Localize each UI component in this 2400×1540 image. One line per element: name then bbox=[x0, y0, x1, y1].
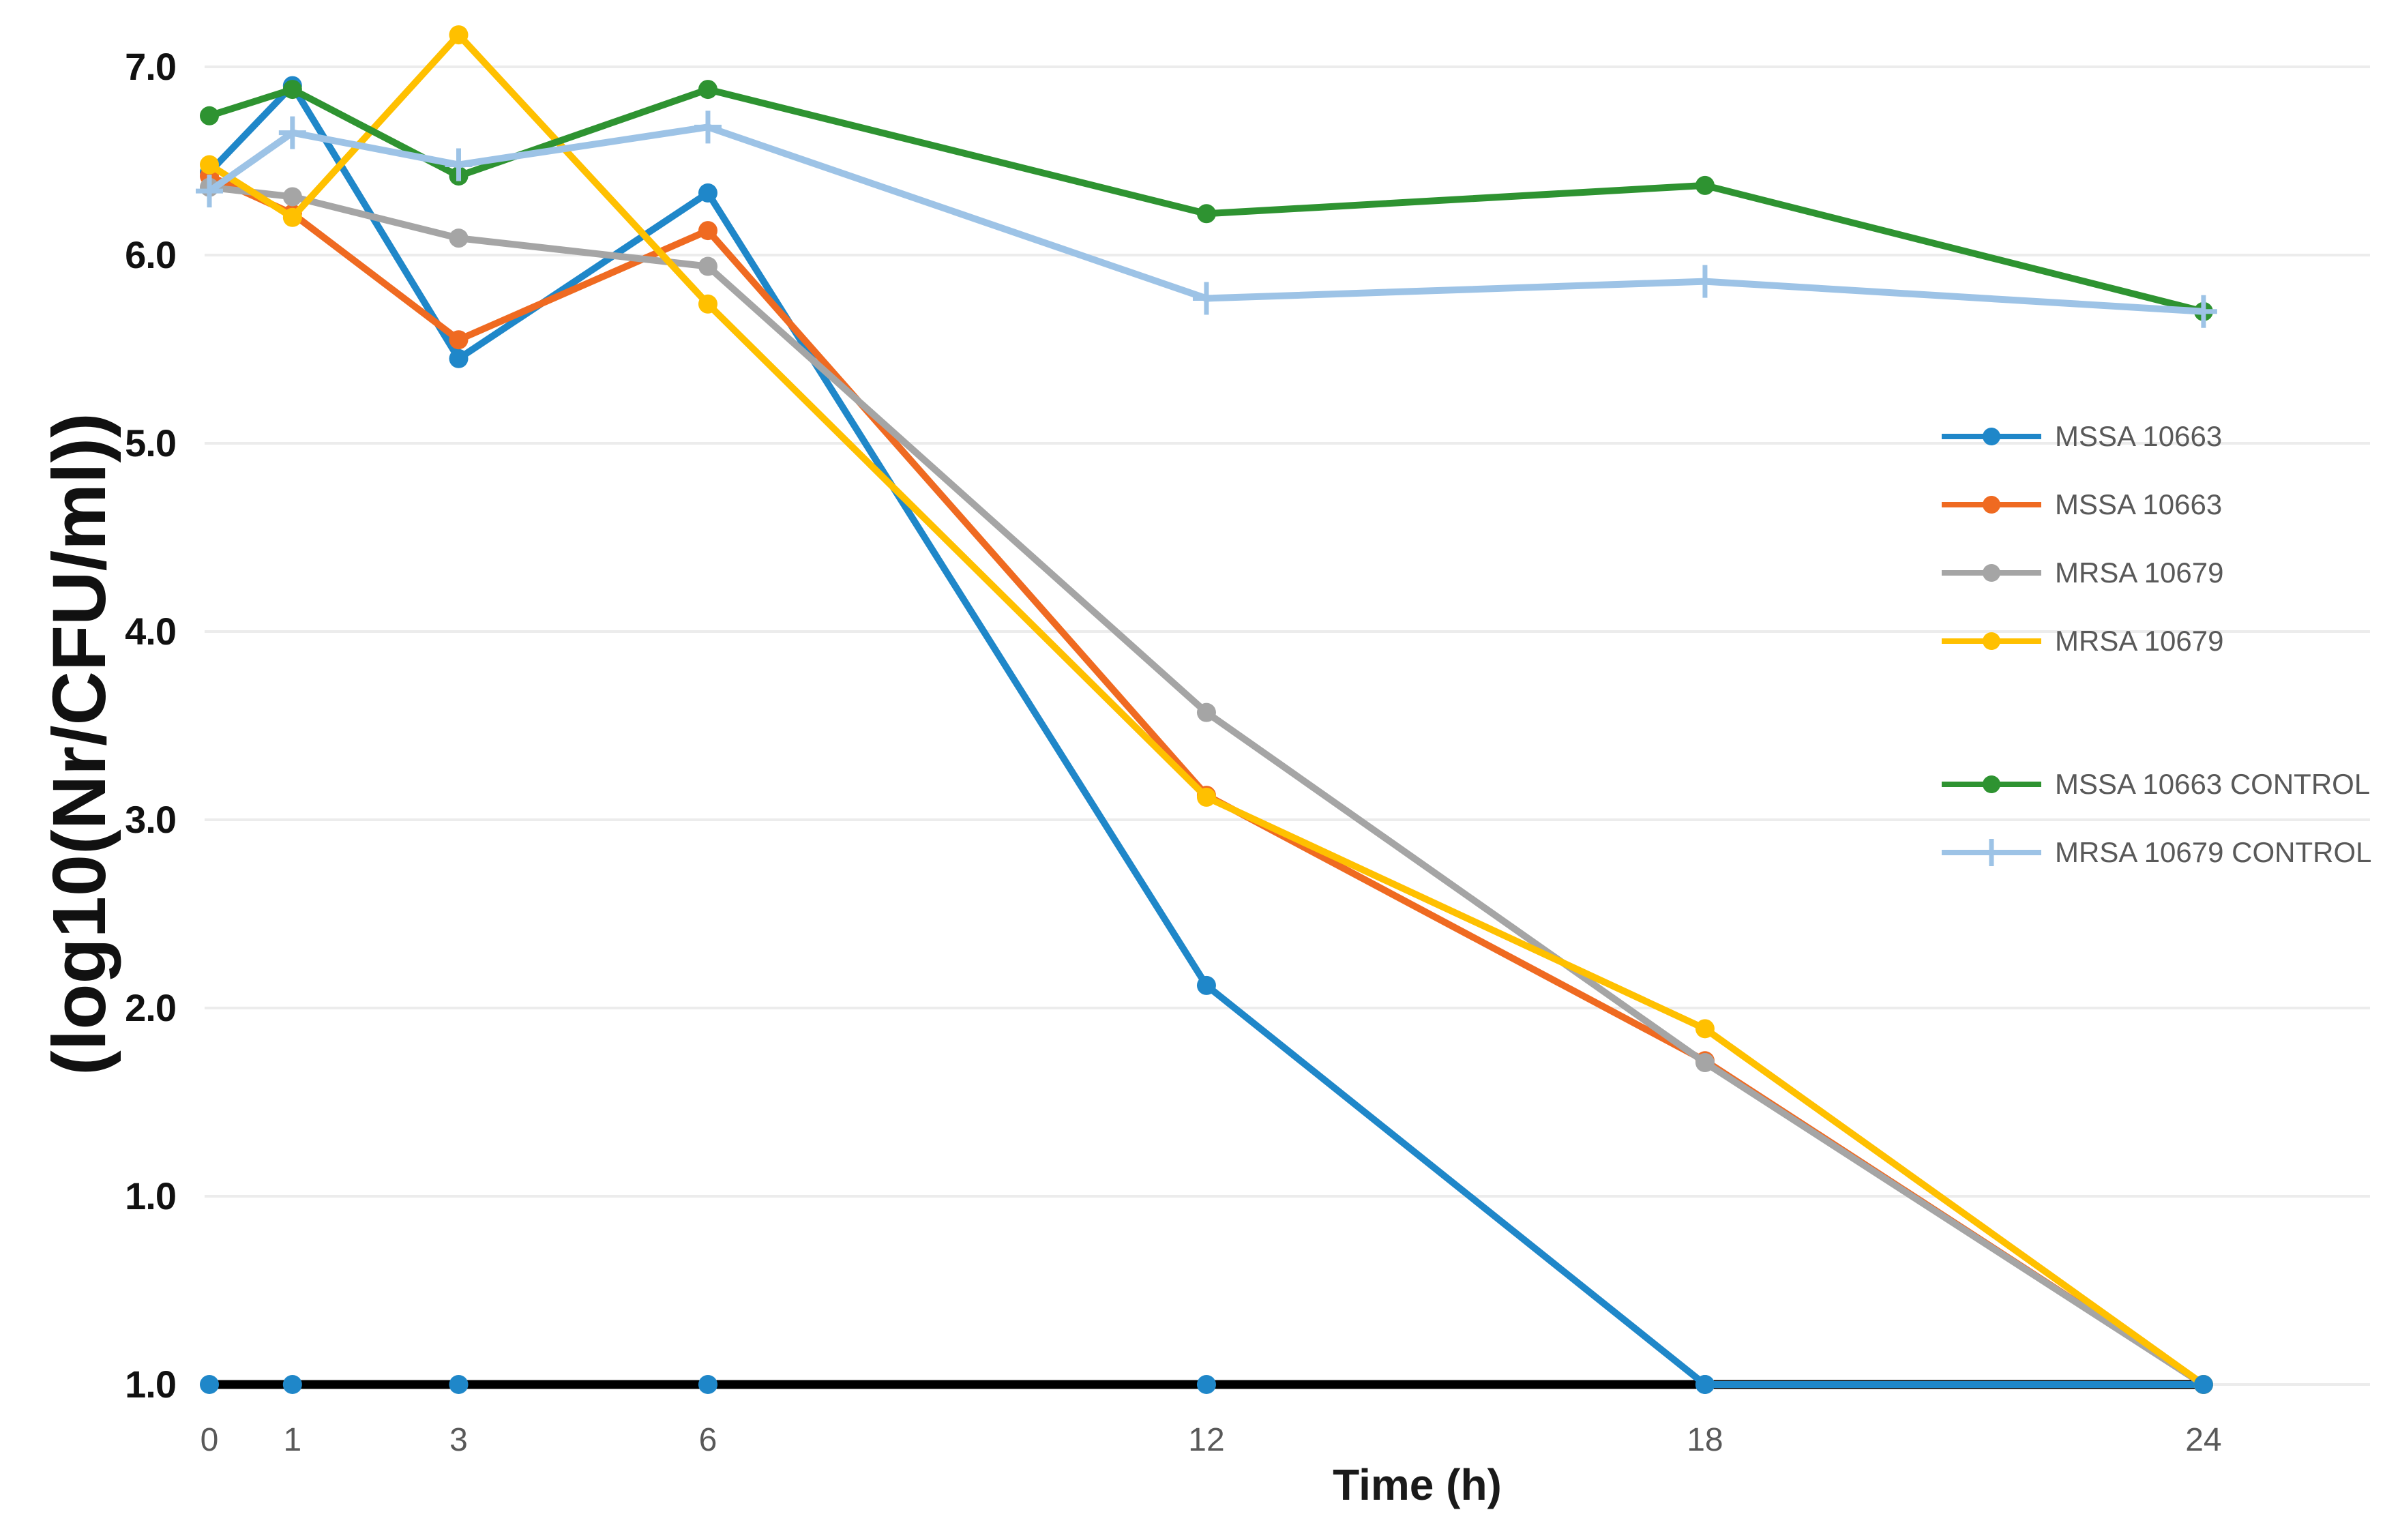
legend-line-marker-icon bbox=[1942, 564, 2041, 582]
data-point bbox=[698, 221, 717, 241]
detection-limit-point bbox=[449, 1375, 469, 1394]
x-tick-label: 18 bbox=[1687, 1422, 1723, 1458]
legend-item: MSSA 10663 CONTROL bbox=[1940, 764, 2370, 805]
data-point bbox=[200, 106, 219, 125]
legend-line-marker-icon bbox=[1942, 496, 2041, 514]
legend-line-marker-icon bbox=[1942, 775, 2041, 793]
series-line-1 bbox=[206, 173, 2207, 1388]
data-point bbox=[282, 187, 302, 207]
y-tick-label: 3.0 bbox=[125, 798, 177, 841]
data-point bbox=[698, 80, 717, 100]
y-tick-label-bottom: 1.0 bbox=[125, 1363, 177, 1406]
detection-limit-point bbox=[1196, 1375, 1216, 1394]
x-tick-label: 1 bbox=[283, 1422, 302, 1458]
y-tick-label: 1.0 bbox=[125, 1174, 177, 1217]
data-point bbox=[449, 349, 469, 368]
data-point bbox=[1196, 787, 1216, 807]
legend-item: MRSA 10679 CONTROL bbox=[1940, 832, 2372, 873]
data-point bbox=[200, 155, 219, 175]
data-point bbox=[282, 80, 302, 100]
x-tick-label: 0 bbox=[200, 1422, 219, 1458]
legend-label: MRSA 10679 CONTROL bbox=[2055, 836, 2372, 868]
data-point bbox=[1695, 1019, 1715, 1039]
y-tick-label: 7.0 bbox=[125, 45, 177, 88]
y-axis-title: (log10(Nr/CFU/ml)) bbox=[38, 413, 121, 1076]
data-point bbox=[698, 256, 717, 276]
data-point bbox=[282, 207, 302, 227]
detection-limit-point bbox=[698, 1375, 717, 1394]
y-tick-label: 6.0 bbox=[125, 233, 177, 276]
data-point bbox=[1196, 975, 1216, 995]
data-point bbox=[449, 25, 469, 45]
data-point bbox=[1695, 1053, 1715, 1073]
y-tick-label: 4.0 bbox=[125, 610, 177, 653]
series-line-4 bbox=[206, 86, 2207, 315]
detection-limit-point bbox=[200, 1375, 219, 1394]
data-point bbox=[698, 183, 717, 203]
data-point bbox=[1695, 175, 1715, 195]
data-point bbox=[698, 294, 717, 314]
x-tick-label: 6 bbox=[698, 1422, 717, 1458]
x-tick-label: 12 bbox=[1188, 1422, 1225, 1458]
detection-limit-point bbox=[282, 1375, 302, 1394]
legend-item: MRSA 10679 bbox=[1940, 621, 2224, 662]
legend-label: MSSA 10663 bbox=[2055, 488, 2223, 520]
data-point bbox=[449, 330, 469, 350]
legend-label: MRSA 10679 bbox=[2055, 625, 2224, 657]
legend-item: MSSA 10663 bbox=[1940, 416, 2222, 457]
y-tick-label: 2.0 bbox=[125, 986, 177, 1029]
data-point bbox=[1196, 204, 1216, 224]
data-point bbox=[1196, 702, 1216, 722]
legend-plus-marker-icon bbox=[1942, 839, 2041, 866]
x-axis-title: Time (h) bbox=[1333, 1460, 1502, 1509]
legend-label: MSSA 10663 bbox=[2055, 420, 2223, 452]
detection-limit-point bbox=[2193, 1375, 2213, 1394]
legend-label: MSSA 10663 CONTROL bbox=[2055, 768, 2371, 800]
x-tick-label: 3 bbox=[449, 1422, 468, 1458]
y-tick-label: 5.0 bbox=[125, 421, 177, 464]
x-tick-label: 24 bbox=[2185, 1422, 2222, 1458]
legend-label: MRSA 10679 bbox=[2055, 557, 2224, 589]
legend-item: MRSA 10679 bbox=[1940, 552, 2224, 593]
detection-limit-point bbox=[1695, 1375, 1715, 1394]
legend-line-marker-icon bbox=[1942, 632, 2041, 650]
data-point bbox=[449, 228, 469, 248]
legend-line-marker-icon bbox=[1942, 428, 2041, 445]
legend-item: MSSA 10663 bbox=[1940, 484, 2222, 525]
